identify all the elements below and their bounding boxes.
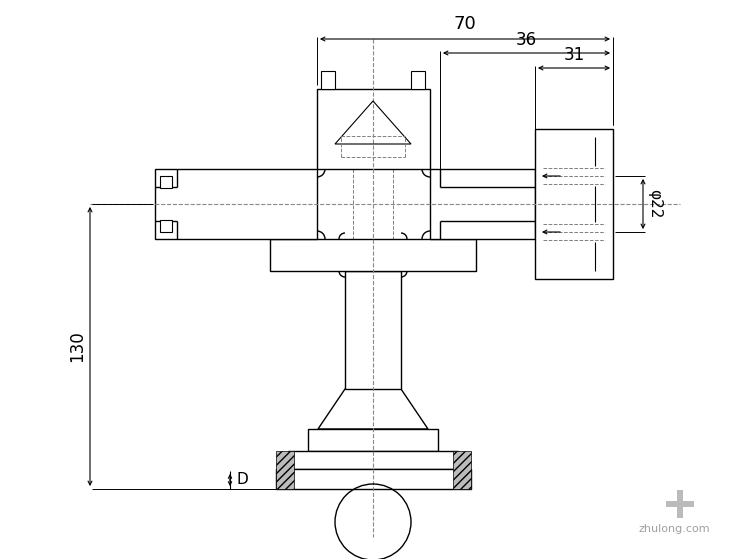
Bar [317,89,430,169]
Text: zhulong.com: zhulong.com [639,524,710,534]
Bar [275,451,293,489]
Bar [308,429,438,451]
Bar [160,220,172,232]
Bar [430,169,535,239]
Polygon shape [677,490,683,518]
Bar [288,451,458,469]
Text: 31: 31 [563,46,585,64]
Bar [543,168,605,184]
Polygon shape [666,501,694,507]
Bar [270,239,476,271]
Text: φ22: φ22 [647,190,662,219]
Text: 36: 36 [516,31,537,49]
Bar [453,451,471,489]
Bar [345,271,401,389]
Bar [288,451,458,469]
Bar [411,71,425,89]
Bar [535,129,613,279]
Bar [275,469,471,489]
Bar [275,469,471,489]
Text: D: D [236,472,248,487]
Bar [321,71,335,89]
Text: 130: 130 [68,330,86,362]
Bar [155,169,317,239]
Text: 70: 70 [454,15,477,33]
Bar [160,176,172,188]
